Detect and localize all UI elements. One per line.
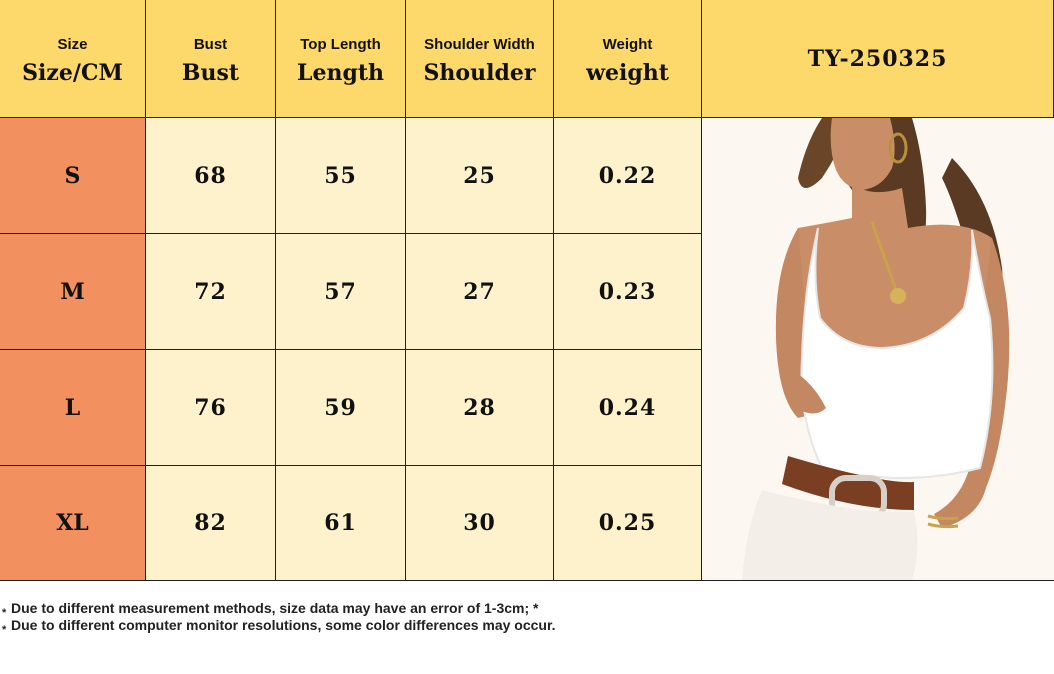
header-shoulder: Shoulder Width Shoulder <box>406 0 554 118</box>
header-weight-small: Weight <box>602 35 653 53</box>
length-cell-s: 55 <box>276 118 406 234</box>
shoulder-cell-m: 27 <box>406 234 554 350</box>
bust-cell-m: 72 <box>146 234 276 350</box>
size-cell-m: M <box>0 234 146 350</box>
header-shoulder-small: Shoulder Width <box>424 35 535 53</box>
disclaimer-notes: * Due to different measurement methods, … <box>0 600 560 636</box>
size-cell-s: S <box>0 118 146 234</box>
length-cell-m: 57 <box>276 234 406 350</box>
shoulder-cell-xl: 30 <box>406 466 554 581</box>
header-length-big: Length <box>296 59 384 86</box>
length-cell-l: 59 <box>276 350 406 466</box>
note-line-1: * Due to different measurement methods, … <box>0 600 560 619</box>
header-bust-small: Bust <box>193 35 228 53</box>
header-bust-big: Bust <box>181 59 240 86</box>
weight-cell-s: 0.22 <box>554 118 702 234</box>
weight-cell-l: 0.24 <box>554 350 702 466</box>
size-cell-xl: XL <box>0 466 146 581</box>
note-star-2: * <box>2 624 7 636</box>
bust-cell-l: 76 <box>146 350 276 466</box>
size-cell-l: L <box>0 350 146 466</box>
note-text-1: Due to different measurement methods, si… <box>11 600 539 616</box>
header-bust: Bust Bust <box>146 0 276 118</box>
header-length-small: Top Length <box>300 35 381 53</box>
note-text-2: Due to different computer monitor resolu… <box>11 617 556 633</box>
product-photo <box>702 118 1054 581</box>
header-size-big: Size/CM <box>22 59 123 86</box>
model-illustration <box>702 118 1054 580</box>
header-size: Size Size/CM <box>0 0 146 118</box>
bust-cell-s: 68 <box>146 118 276 234</box>
header-length: Top Length Length <box>276 0 406 118</box>
header-size-small: Size <box>57 35 88 53</box>
weight-cell-m: 0.23 <box>554 234 702 350</box>
header-weight-big: weight <box>586 59 669 86</box>
note-star-1: * <box>2 607 7 619</box>
length-cell-xl: 61 <box>276 466 406 581</box>
header-shoulder-big: Shoulder <box>423 59 536 86</box>
header-weight: Weight weight <box>554 0 702 118</box>
weight-cell-xl: 0.25 <box>554 466 702 581</box>
shoulder-cell-s: 25 <box>406 118 554 234</box>
product-code-text: TY-250325 <box>807 45 948 72</box>
bust-cell-xl: 82 <box>146 466 276 581</box>
shoulder-cell-l: 28 <box>406 350 554 466</box>
note-line-2: * Due to different computer monitor reso… <box>0 617 560 636</box>
product-code: TY-250325 <box>702 0 1054 118</box>
